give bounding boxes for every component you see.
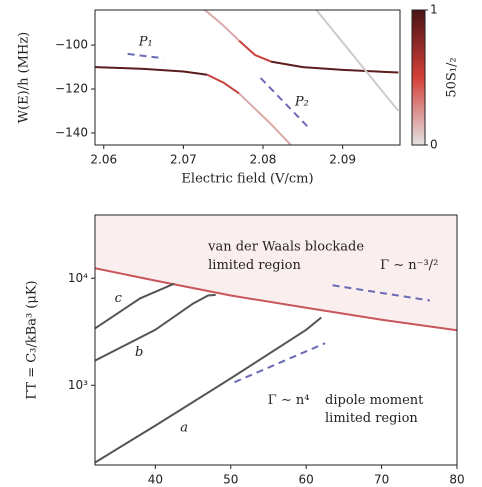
annotation: limited region	[325, 411, 418, 426]
curve	[315, 10, 400, 112]
annotation: P₂	[294, 95, 309, 110]
y-tick-label: 10³	[68, 378, 88, 392]
x-tick-label: 80	[449, 473, 464, 487]
shaded-region	[95, 215, 457, 331]
dashed-guide	[234, 342, 326, 384]
y-tick-label: −120	[55, 82, 88, 96]
plot-area	[95, 215, 457, 464]
curve	[95, 66, 208, 76]
x-tick-label: 2.07	[170, 153, 197, 167]
colorbar-label: 50S₁/₂	[445, 57, 460, 97]
x-axis-label: Electric field (V/cm)	[181, 172, 313, 187]
y-axis-label: W(E)/h (MHz)	[17, 32, 32, 124]
curve	[95, 316, 322, 464]
x-tick-label: 60	[299, 473, 314, 487]
curve	[204, 10, 240, 42]
curve	[206, 73, 240, 95]
curve	[238, 92, 292, 145]
y-tick-label: −140	[55, 125, 88, 139]
annotation: a	[180, 420, 188, 435]
x-tick-label: 50	[223, 473, 238, 487]
curve	[95, 282, 175, 330]
x-tick-label: 2.08	[250, 153, 277, 167]
annotation: Γ ∼ n⁻³/²	[380, 258, 438, 273]
annotation: limited region	[208, 258, 301, 273]
curve	[238, 39, 272, 63]
y-tick-label: 10⁴	[68, 271, 88, 285]
dashed-guide	[127, 52, 164, 60]
y-tick-label: −100	[55, 38, 88, 52]
axes-frame	[94, 9, 401, 146]
curve	[270, 60, 399, 74]
x-tick-label: 2.06	[90, 153, 117, 167]
y-axis-label: ΓT = C₃/kBa³ (μK)	[25, 280, 40, 399]
dashed-guide	[332, 284, 431, 302]
colorbar	[411, 9, 426, 146]
curve	[95, 293, 216, 362]
x-tick-label: 2.09	[329, 153, 356, 167]
plot-area	[95, 10, 400, 145]
annotation: P₁	[138, 35, 153, 50]
dashed-guide	[259, 77, 312, 131]
colorbar-tick-label: 0	[430, 138, 438, 152]
annotation: b	[135, 345, 143, 360]
colorbar-tick-label: 1	[430, 3, 438, 17]
annotation: dipole moment	[325, 393, 424, 408]
annotation: c	[115, 291, 123, 306]
x-tick-label: 70	[374, 473, 389, 487]
curve	[95, 267, 457, 332]
annotation: Γ ∼ n⁴	[268, 393, 310, 408]
axes-frame	[94, 214, 458, 466]
x-tick-label: 40	[148, 473, 163, 487]
annotation: van der Waals blockade	[207, 240, 364, 255]
